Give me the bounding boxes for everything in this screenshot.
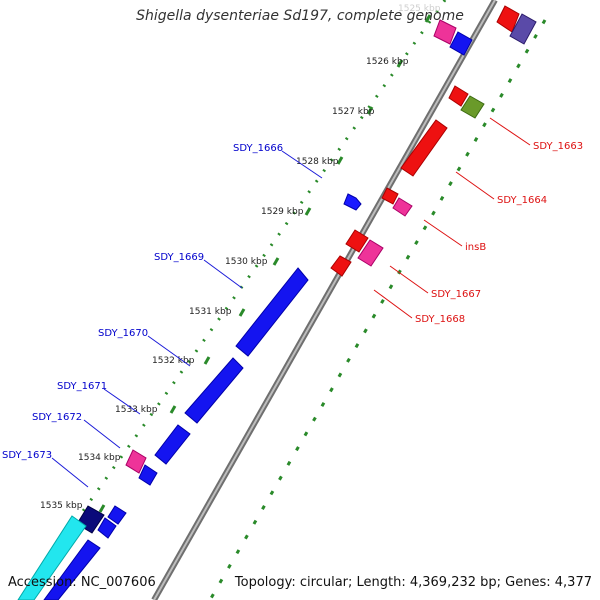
gene-label-sdy-1673[interactable]: SDY_1673 xyxy=(2,450,52,461)
genome-info: Topology: circular; Length: 4,369,232 bp… xyxy=(234,575,592,590)
tick-label-1528: 1528 kbp xyxy=(296,157,339,167)
gene-sdy-1663-a[interactable] xyxy=(448,85,469,107)
tick-label-1527: 1527 kbp xyxy=(332,107,375,117)
tick-label-1535: 1535 kbp xyxy=(40,501,83,511)
tick-label-1525: 1525 kbp xyxy=(398,4,441,14)
gene-sdy-1669[interactable] xyxy=(235,267,309,357)
gene-label-sdy-1669[interactable]: SDY_1669 xyxy=(154,252,204,263)
tick-label-1533: 1533 kbp xyxy=(115,405,158,415)
gene-label-insb[interactable]: insB xyxy=(465,242,486,253)
gene-label-sdy-1668[interactable]: SDY_1668 xyxy=(415,314,465,325)
gene-label-sdy-1671[interactable]: SDY_1671 xyxy=(57,381,107,392)
gene-sdy-1670[interactable] xyxy=(184,357,244,424)
gene-sdy-1667-a[interactable] xyxy=(345,229,369,253)
tick-label-1530: 1530 kbp xyxy=(225,257,268,267)
connector-insb xyxy=(423,219,463,247)
gene-cyan[interactable] xyxy=(17,515,87,600)
tick-label-1534: 1534 kbp xyxy=(78,453,121,463)
gene-sdy-1668[interactable] xyxy=(330,255,352,277)
gene-label-sdy-1666[interactable]: SDY_1666 xyxy=(233,143,283,154)
tick-label-1532: 1532 kbp xyxy=(152,356,195,366)
connector-sdy-1668 xyxy=(373,289,413,319)
connector-sdy-1671 xyxy=(103,388,141,415)
gene-sdy-1664[interactable] xyxy=(400,119,448,177)
gene-insb-a[interactable] xyxy=(381,187,399,205)
gene-sdy-1666[interactable] xyxy=(343,193,362,211)
tick-label-1529: 1529 kbp xyxy=(261,207,304,217)
gene-blue-bottom[interactable] xyxy=(43,539,101,600)
gene-label-sdy-1667[interactable]: SDY_1667 xyxy=(431,289,481,300)
connector-sdy-1664 xyxy=(455,171,495,200)
gene-sdy-1667-b[interactable] xyxy=(357,239,384,267)
gene-sdy-1673-b[interactable] xyxy=(107,505,127,525)
tick-label-1526: 1526 kbp xyxy=(366,57,409,67)
gene-sdy-1672-a[interactable] xyxy=(125,449,147,474)
connector-sdy-1672 xyxy=(83,419,121,449)
gene-label-sdy-1664[interactable]: SDY_1664 xyxy=(497,195,547,206)
connector-sdy-1673 xyxy=(51,457,89,488)
connector-sdy-1663 xyxy=(489,117,531,146)
gene-sdy-1672-b[interactable] xyxy=(138,464,158,486)
connector-sdy-1666 xyxy=(281,150,323,179)
gene-sdy-1673-c[interactable] xyxy=(97,517,117,539)
gene-sdy-1663-b[interactable] xyxy=(460,95,485,119)
gene-label-sdy-1672[interactable]: SDY_1672 xyxy=(32,412,82,423)
gene-pink-top[interactable] xyxy=(433,19,457,45)
gene-insb-b[interactable] xyxy=(392,197,413,217)
gene-label-sdy-1670[interactable]: SDY_1670 xyxy=(98,328,148,339)
connector-sdy-1669 xyxy=(203,259,243,289)
right-strand-genes xyxy=(330,5,537,277)
left-strand-genes xyxy=(17,19,473,600)
map-title: Shigella dysenteriae Sd197, complete gen… xyxy=(136,8,464,24)
gene-purple-top[interactable] xyxy=(509,13,537,45)
connector-sdy-1670 xyxy=(147,335,191,367)
tick-label-1531: 1531 kbp xyxy=(189,307,232,317)
accession-label: Accession: NC_007606 xyxy=(8,575,156,590)
connector-sdy-1667 xyxy=(389,265,429,294)
tick-track-outer xyxy=(208,19,547,600)
gene-sdy-1671[interactable] xyxy=(154,424,191,465)
gene-label-sdy-1663[interactable]: SDY_1663 xyxy=(533,141,583,152)
gene-blue-top[interactable] xyxy=(449,31,473,56)
tick-track-inner xyxy=(18,0,447,600)
